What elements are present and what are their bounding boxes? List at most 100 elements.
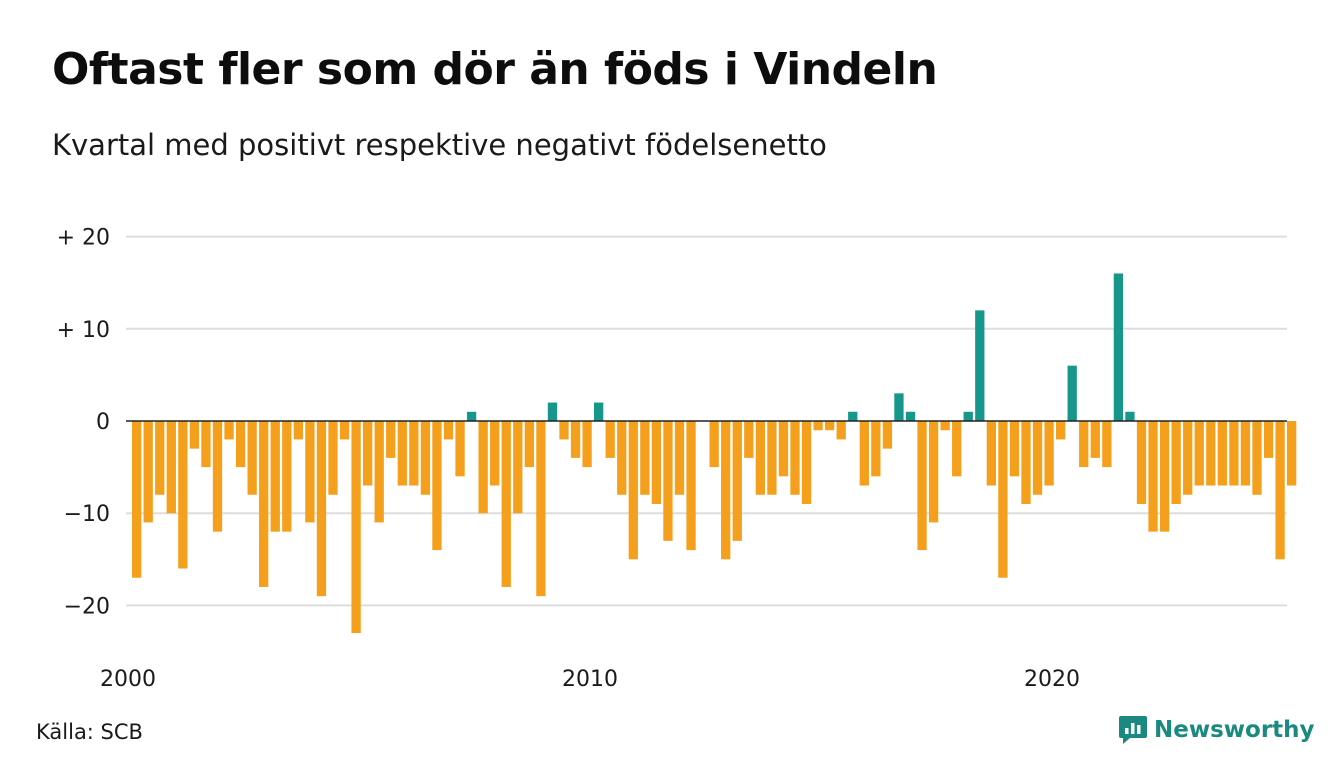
bar — [744, 421, 754, 458]
bar — [1079, 421, 1089, 468]
bar-chart: + 20 + 10 0 −10 −20 2000 2010 2020 — [57, 226, 1297, 692]
bar — [143, 421, 153, 523]
bar — [559, 421, 569, 440]
bar — [397, 421, 407, 486]
brand-name: Newsworthy — [1154, 717, 1315, 743]
bar — [524, 421, 534, 468]
bar — [212, 421, 223, 532]
bar — [189, 421, 200, 449]
bar — [721, 421, 731, 560]
bar — [801, 421, 812, 504]
bar — [952, 421, 962, 477]
bar — [293, 421, 303, 440]
bar — [790, 421, 800, 495]
bar — [1136, 421, 1147, 504]
bar — [836, 421, 846, 440]
source-note: Källa: SCB — [36, 720, 143, 744]
bar — [1113, 273, 1124, 421]
bar — [651, 421, 662, 504]
bar — [316, 421, 327, 597]
x-tick-label: 2000 — [100, 667, 156, 692]
bar — [628, 421, 638, 560]
bar — [686, 421, 696, 551]
bar — [282, 421, 292, 532]
bar — [420, 421, 431, 495]
bar — [640, 421, 650, 495]
y-tick-label: −20 — [64, 594, 110, 619]
bar — [270, 421, 280, 532]
bar — [940, 421, 950, 431]
x-tick-label: 2020 — [1024, 667, 1080, 692]
bar — [1159, 421, 1170, 532]
bar — [894, 393, 904, 421]
bar — [848, 411, 858, 421]
bar — [1206, 421, 1216, 486]
bar — [1067, 365, 1077, 421]
bar — [663, 421, 673, 541]
bar — [905, 411, 916, 421]
brand-logo[interactable]: Newsworthy — [1118, 714, 1315, 746]
bar — [755, 421, 765, 495]
bar — [813, 421, 823, 431]
bar — [1183, 421, 1193, 495]
bar — [478, 421, 488, 514]
bar — [466, 411, 477, 421]
bar — [155, 421, 165, 495]
bar — [1171, 421, 1181, 504]
bar — [1287, 421, 1297, 486]
bars — [132, 273, 1297, 634]
bar — [247, 421, 257, 495]
bar — [201, 421, 211, 468]
bar — [374, 421, 384, 523]
bar — [594, 402, 604, 421]
bar — [351, 421, 361, 634]
bar — [224, 421, 234, 440]
bar — [235, 421, 246, 468]
bar — [443, 421, 454, 440]
y-tick-label: + 10 — [57, 318, 110, 343]
bar — [1217, 421, 1227, 486]
chart-title: Oftast fler som dör än föds i Vindeln — [52, 44, 938, 95]
bar — [975, 310, 985, 421]
bar — [1263, 421, 1274, 458]
bar — [432, 421, 442, 551]
gridlines — [126, 235, 1287, 607]
bar — [1056, 421, 1066, 440]
bar — [178, 421, 188, 569]
x-tick-label: 2010 — [562, 667, 618, 692]
bar — [1275, 421, 1285, 560]
bar — [363, 421, 373, 486]
bar — [166, 421, 176, 514]
bar — [709, 421, 719, 468]
bar — [1021, 421, 1031, 504]
bar — [882, 421, 893, 449]
bar — [1125, 411, 1135, 421]
y-tick-label: −10 — [64, 502, 110, 527]
bar — [1032, 421, 1043, 495]
y-tick-label: + 20 — [57, 226, 110, 251]
newsworthy-logo-icon — [1119, 716, 1147, 744]
bar — [305, 421, 315, 523]
bar — [501, 421, 511, 587]
chart-subtitle: Kvartal med positivt respektive negativt… — [52, 128, 827, 162]
y-axis-tick-labels: + 20 + 10 0 −10 −20 — [57, 226, 110, 620]
bar — [513, 421, 523, 514]
bar — [547, 402, 558, 421]
bar — [859, 421, 869, 486]
bar — [998, 421, 1008, 578]
bar — [1252, 421, 1262, 495]
bar — [1229, 421, 1239, 486]
bar — [1044, 421, 1054, 486]
x-axis-tick-labels: 2000 2010 2020 — [100, 667, 1080, 692]
bar — [871, 421, 881, 477]
bar — [570, 421, 581, 458]
bar — [259, 421, 269, 587]
bar — [617, 421, 627, 495]
bar — [132, 421, 142, 578]
bar — [986, 421, 996, 486]
bar — [928, 421, 939, 523]
bar — [1009, 421, 1020, 477]
bar — [767, 421, 777, 495]
bar — [674, 421, 685, 495]
bar — [963, 411, 973, 421]
